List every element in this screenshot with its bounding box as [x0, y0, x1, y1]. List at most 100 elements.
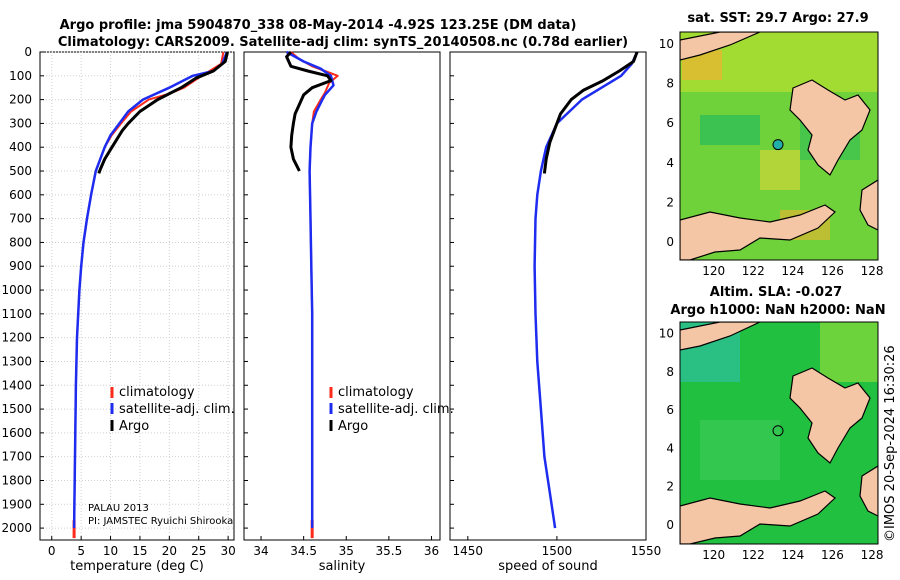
legend-argo-label: Argo [338, 419, 368, 434]
sla-lon-tick-label: 122 [742, 548, 765, 562]
sst-argo-location-marker [772, 139, 784, 151]
legend-satellite-label: satellite-adj. clim. [338, 402, 454, 417]
legend-climatology-label: climatology [338, 385, 414, 400]
profile-lines [72, 50, 639, 539]
temperature-xtick-label: 25 [191, 544, 206, 558]
depth-tick-label: 100 [9, 69, 32, 83]
temperature-xtick-label: 30 [220, 544, 235, 558]
tick-labels: 0 5 10 15 20 25 300100200300400500600700800900… [1, 45, 661, 558]
imos-timestamp: ©IMOS 20-Sep-2024 16:30:26 [883, 345, 898, 542]
sst-land-east [859, 179, 878, 231]
sst-map-title: sat. SST: 29.7 Argo: 27.9 [687, 11, 868, 26]
depth-tick-label: 0 [24, 45, 32, 59]
salinity-xtick-label: 34 [253, 544, 268, 558]
sst-lon-tick-label: 120 [702, 264, 725, 278]
figure-title-line1: Argo profile: jma 5904870_338 08-May-201… [60, 18, 577, 33]
sst-lat-tick-label: 8 [666, 77, 674, 91]
depth-tick-label: 200 [9, 93, 32, 107]
salinity-plot-frame [243, 51, 441, 541]
sst-lat-tick-label: 0 [666, 235, 674, 249]
sla-land-east [859, 465, 878, 517]
sst-lat-tick-label: 4 [666, 156, 674, 170]
salinity-xtick-label: 34.5 [290, 544, 317, 558]
sla-lat-tick-label: 0 [666, 518, 674, 532]
depth-tick-label: 400 [9, 140, 32, 154]
depth-tick-label: 1300 [1, 354, 32, 368]
sla-high-patch [820, 322, 878, 382]
sla-map-frame [679, 321, 879, 545]
depth-tick-label: 1400 [1, 378, 32, 392]
depth-tick-label: 1800 [1, 473, 32, 487]
sst-lon-tick-label: 126 [821, 264, 844, 278]
sla-mid-patch [700, 420, 780, 480]
project-note: PALAU 2013 [88, 503, 149, 514]
sst-lat-tick-label: 2 [666, 196, 674, 210]
sst-lat-tick-label: 10 [659, 37, 674, 51]
sla-map [679, 321, 879, 545]
depth-tick-label: 1200 [1, 331, 32, 345]
sst-cool-patch [700, 115, 760, 145]
figure-title-line2: Climatology: CARS2009. Satellite-adj cli… [58, 35, 628, 50]
sst-map-frame [679, 31, 879, 261]
temperature-series-satellite-adj-clim- [72, 51, 229, 529]
sla-lat-tick-label: 10 [659, 326, 674, 340]
sla-map-title-line2: Argo h1000: NaN h2000: NaN [670, 303, 885, 318]
temperature-xtick-label: 10 [103, 544, 118, 558]
temperature-xtick-label: 15 [132, 544, 147, 558]
legend-salinity: climatology satellite-adj. clim. Argo [329, 385, 454, 434]
sst-land-mindanao [789, 79, 871, 176]
legend-climatology-label: climatology [119, 385, 195, 400]
sla-map-title-line1: Altim. SLA: -0.027 [710, 285, 842, 300]
temperature-plot-frame [39, 51, 235, 541]
sound-speed-series-argo [542, 51, 639, 174]
temperature-axis-label: temperature (deg C) [70, 559, 204, 574]
sound-speed-axis-label: speed of sound [498, 559, 598, 574]
sla-lat-tick-label: 6 [666, 403, 674, 417]
sst-land-north [680, 32, 761, 61]
sla-argo-location-marker [772, 425, 784, 437]
depth-tick-label: 1900 [1, 497, 32, 511]
temperature-xtick-label: 5 [77, 544, 85, 558]
sound-speed-series-satellite-adj-clim- [533, 51, 639, 529]
sst-warm-patch [760, 150, 800, 190]
grid-lines [40, 51, 234, 540]
sla-lon-tick-label: 128 [861, 548, 884, 562]
sound-speed-xtick-label: 1500 [542, 544, 573, 558]
pi-note: PI: JAMSTEC Ryuichi Shirooka [88, 516, 233, 527]
sound-speed-xtick-label: 1450 [453, 544, 484, 558]
depth-tick-label: 1500 [1, 402, 32, 416]
depth-tick-label: 1000 [1, 283, 32, 297]
depth-tick-label: 800 [9, 235, 32, 249]
salinity-series-argo [285, 50, 333, 172]
sla-lat-tick-label: 8 [666, 365, 674, 379]
depth-tick-label: 700 [9, 212, 32, 226]
legend-satellite-label: satellite-adj. clim. [119, 402, 235, 417]
salinity-xtick-label: 35 [339, 544, 354, 558]
salinity-xtick-label: 36 [424, 544, 439, 558]
sst-lon-tick-label: 124 [781, 264, 804, 278]
legend-temperature: climatology satellite-adj. clim. Argo [110, 385, 235, 434]
sla-lat-tick-label: 4 [666, 441, 674, 455]
depth-tick-label: 1100 [1, 307, 32, 321]
salinity-series-satellite-adj-clim- [285, 50, 335, 529]
sla-land-mindanao [789, 367, 871, 464]
sst-map [679, 31, 879, 261]
sla-lat-tick-label: 2 [666, 480, 674, 494]
sst-lat-tick-label: 6 [666, 116, 674, 130]
depth-tick-label: 1700 [1, 450, 32, 464]
sound-speed-plot-frame [449, 51, 647, 541]
temperature-xtick-label: 0 [48, 544, 56, 558]
sst-lon-tick-label: 122 [742, 264, 765, 278]
temperature-series-argo [97, 51, 229, 174]
sla-lon-tick-label: 126 [821, 548, 844, 562]
depth-tick-label: 1600 [1, 426, 32, 440]
sla-lon-tick-label: 120 [702, 548, 725, 562]
depth-tick-label: 300 [9, 116, 32, 130]
depth-tick-label: 600 [9, 188, 32, 202]
salinity-axis-label: salinity [319, 559, 366, 574]
sound-speed-xtick-label: 1550 [631, 544, 662, 558]
sst-lon-tick-label: 128 [861, 264, 884, 278]
legend-argo-label: Argo [119, 419, 149, 434]
sla-land-north [680, 322, 761, 351]
